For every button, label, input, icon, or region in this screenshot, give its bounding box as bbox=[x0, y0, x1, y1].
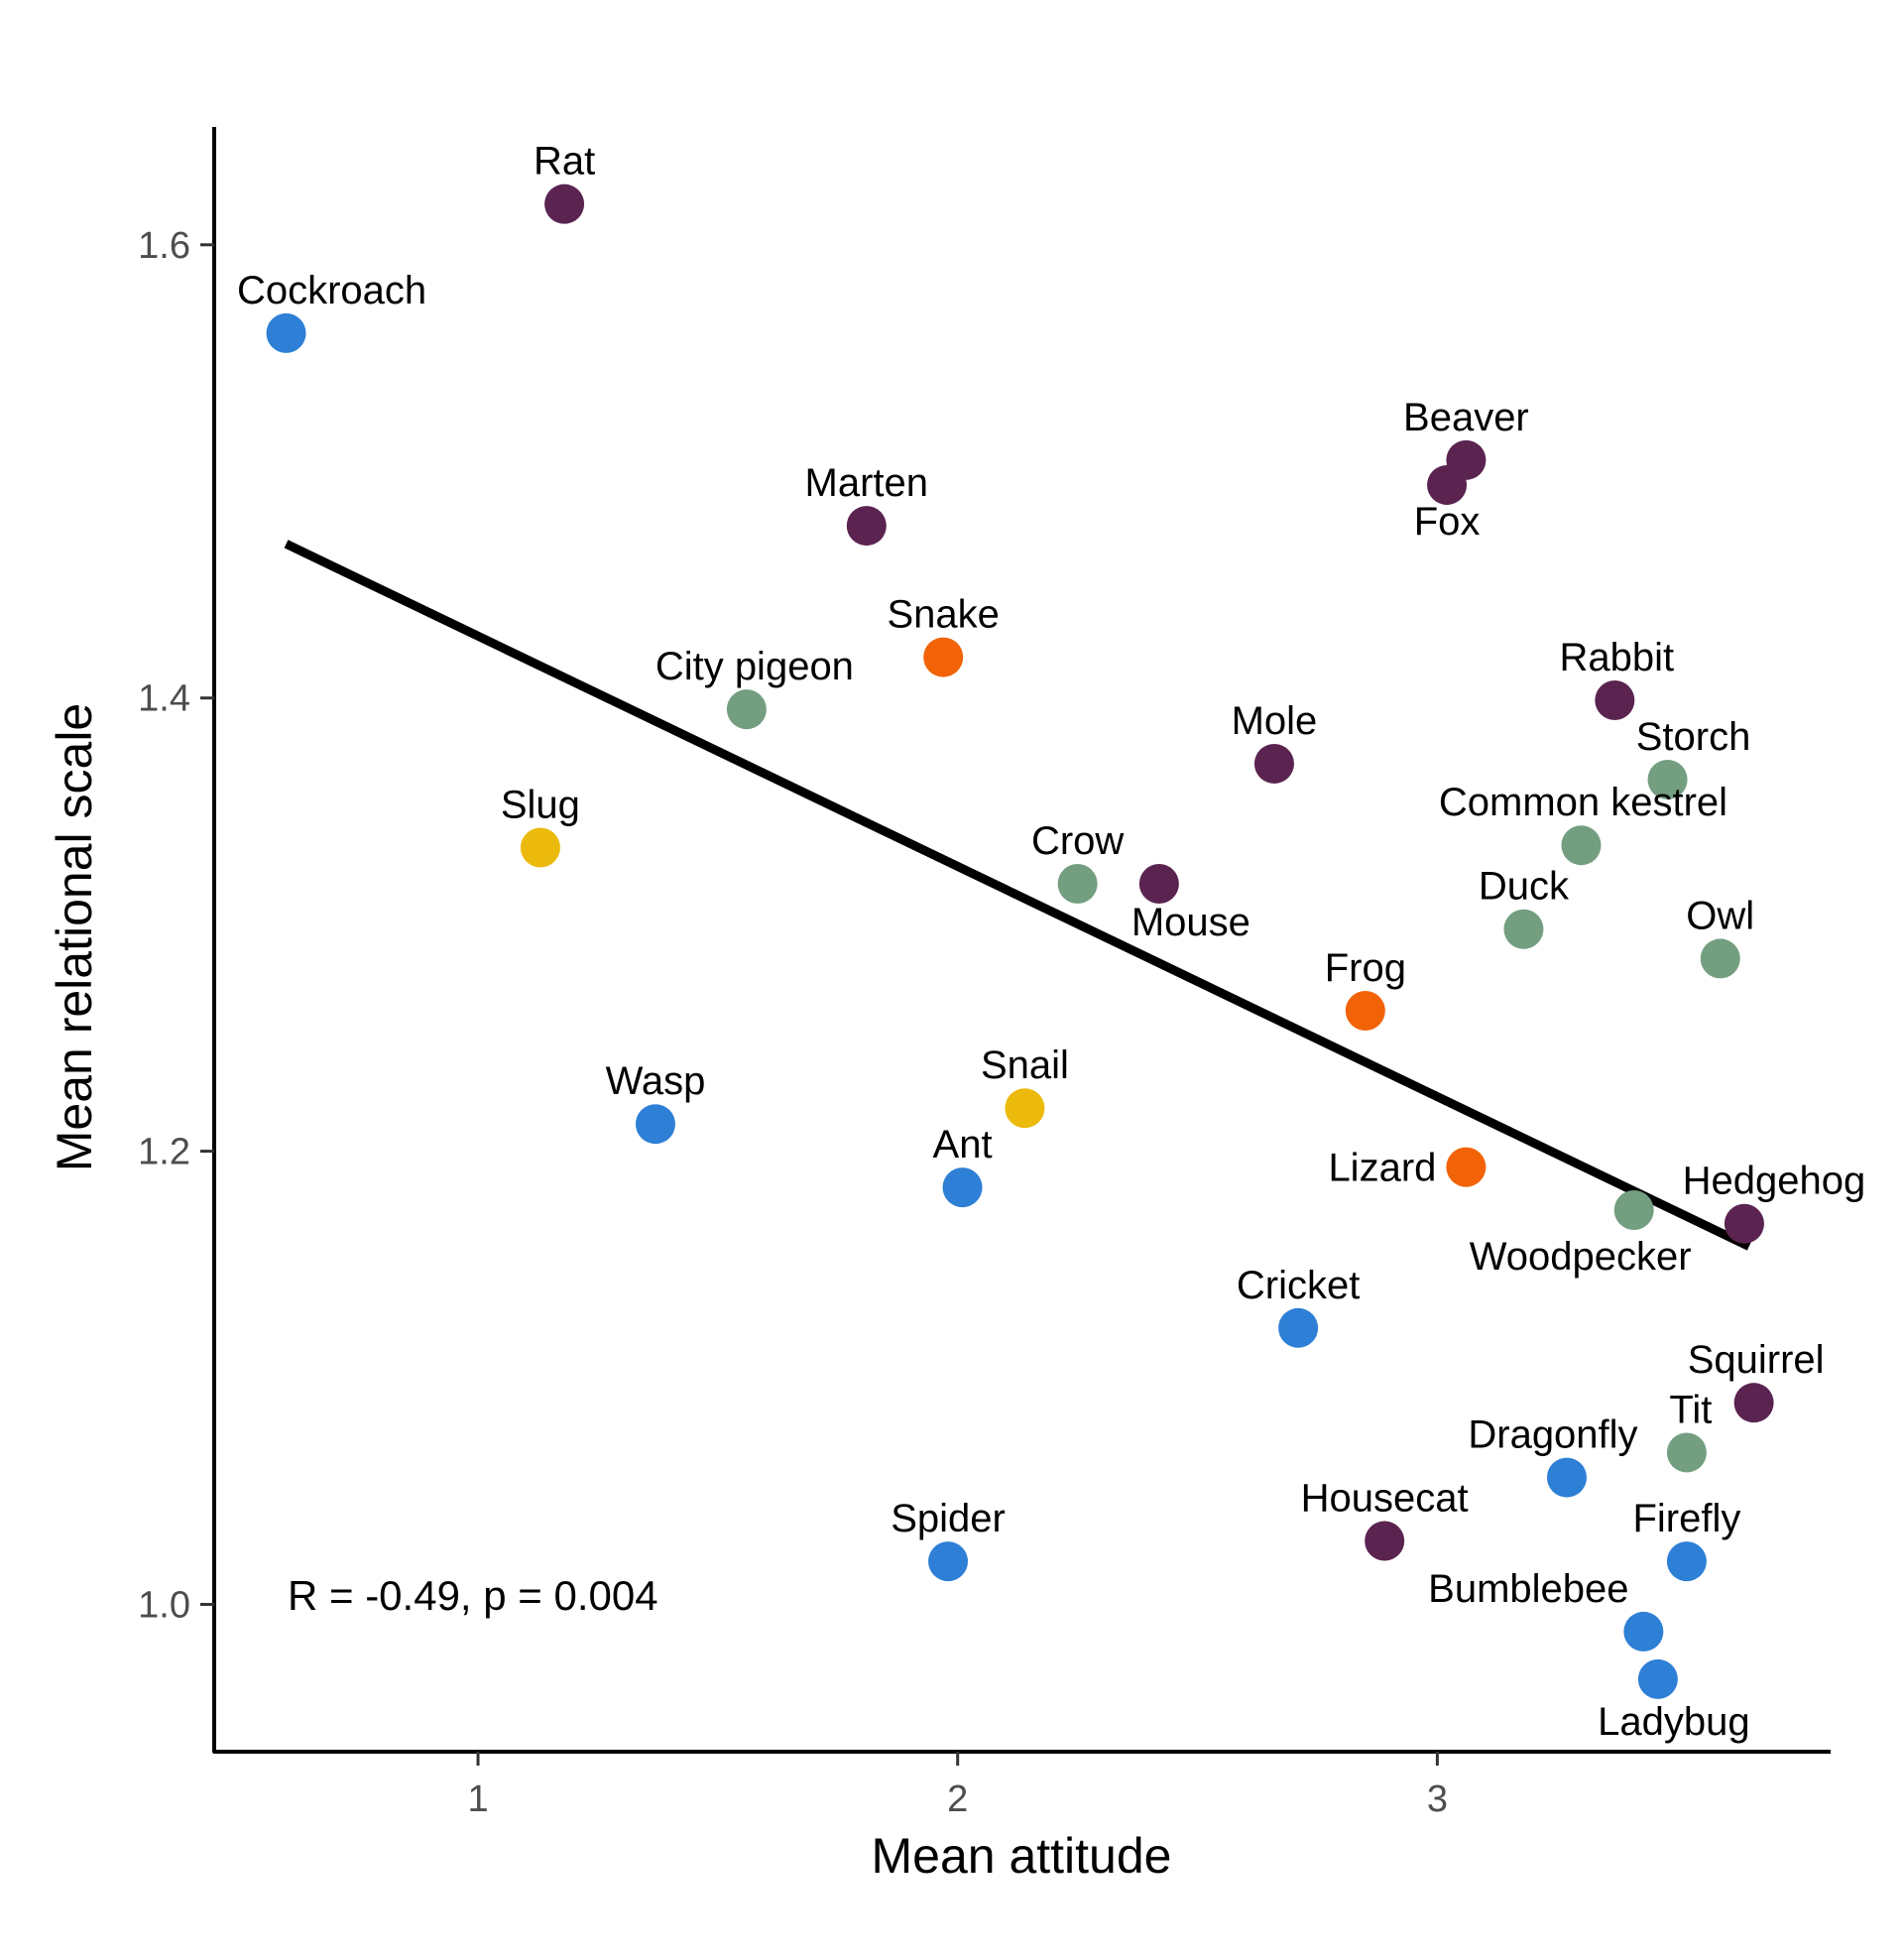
data-point bbox=[1345, 990, 1385, 1031]
point-label: Dragonfly bbox=[1468, 1413, 1637, 1457]
data-point bbox=[1724, 1203, 1764, 1244]
data-point bbox=[1503, 909, 1544, 949]
point-label: Frog bbox=[1325, 946, 1406, 990]
point-label: Snail bbox=[981, 1043, 1069, 1087]
point-label: Wasp bbox=[606, 1059, 706, 1103]
x-tick-label: 2 bbox=[947, 1778, 968, 1820]
data-point bbox=[1733, 1383, 1774, 1423]
point-label: Hedgehog bbox=[1683, 1160, 1866, 1203]
data-point bbox=[726, 689, 767, 730]
data-point bbox=[520, 827, 560, 868]
point-label: Rat bbox=[534, 140, 595, 184]
x-tick-label: 3 bbox=[1427, 1778, 1448, 1820]
data-point bbox=[1138, 864, 1179, 905]
x-axis-title: Mean attitude bbox=[872, 1828, 1172, 1884]
y-tick-label: 1.0 bbox=[138, 1585, 190, 1627]
data-point bbox=[846, 506, 887, 547]
point-label: Marten bbox=[805, 461, 929, 505]
data-point bbox=[1546, 1457, 1587, 1498]
data-point bbox=[266, 312, 306, 353]
point-label: Squirrel bbox=[1688, 1338, 1825, 1382]
data-point bbox=[1253, 743, 1294, 784]
axes: 1 2 3 1.0 1.2 1.4 1.6 bbox=[138, 127, 1831, 1820]
data-point bbox=[923, 637, 964, 677]
point-label: Spider bbox=[891, 1497, 1006, 1540]
data-point bbox=[1278, 1307, 1319, 1348]
point-label: Woodpecker bbox=[1470, 1235, 1692, 1279]
point-label: Cricket bbox=[1237, 1264, 1360, 1307]
data-point bbox=[1613, 1190, 1654, 1230]
data-point bbox=[1446, 1147, 1487, 1187]
point-label: Mouse bbox=[1131, 901, 1250, 944]
data-point bbox=[1561, 825, 1602, 866]
data-point bbox=[1666, 1541, 1707, 1582]
data-point bbox=[1595, 679, 1635, 720]
data-point bbox=[1700, 938, 1740, 979]
point-label: Mole bbox=[1232, 699, 1318, 743]
point-label: Snake bbox=[887, 593, 999, 637]
point-label: Crow bbox=[1031, 819, 1124, 863]
point-label: Bumblebee bbox=[1428, 1567, 1628, 1611]
data-point bbox=[942, 1167, 983, 1208]
y-tick-label: 1.2 bbox=[138, 1132, 190, 1173]
data-point bbox=[1057, 864, 1098, 905]
data-point bbox=[544, 184, 585, 224]
point-label: Cockroach bbox=[237, 269, 426, 312]
point-label: Ant bbox=[933, 1123, 993, 1166]
y-axis-title: Mean relational scale bbox=[47, 703, 102, 1172]
data-point bbox=[1365, 1521, 1405, 1561]
data-point bbox=[928, 1541, 969, 1582]
point-label: Housecat bbox=[1301, 1477, 1469, 1521]
point-label: Rabbit bbox=[1560, 636, 1675, 679]
point-label: City pigeon bbox=[655, 645, 854, 688]
y-tick-label: 1.6 bbox=[138, 225, 190, 267]
data-point bbox=[1666, 1432, 1707, 1473]
point-label: Owl bbox=[1686, 894, 1754, 937]
point-label: Slug bbox=[501, 783, 580, 826]
point-label: Fox bbox=[1414, 500, 1481, 544]
point-label: Duck bbox=[1479, 865, 1570, 909]
point-label: Beaver bbox=[1403, 396, 1529, 439]
point-label: Lizard bbox=[1328, 1147, 1436, 1190]
trend-line-layer bbox=[284, 540, 1751, 1251]
point-label: Common kestrel bbox=[1439, 781, 1727, 824]
correlation-annotation: R = -0.49, p = 0.004 bbox=[288, 1572, 658, 1619]
data-point bbox=[1647, 759, 1688, 799]
data-point bbox=[1005, 1088, 1045, 1129]
point-label: Firefly bbox=[1632, 1497, 1740, 1540]
points-layer bbox=[266, 184, 1774, 1699]
y-tick-label: 1.4 bbox=[138, 678, 190, 720]
data-point bbox=[1623, 1611, 1664, 1652]
point-label: Tit bbox=[1669, 1388, 1712, 1431]
data-point bbox=[1637, 1658, 1678, 1699]
trend-line bbox=[284, 540, 1751, 1251]
point-label: Ladybug bbox=[1598, 1700, 1749, 1744]
x-tick-label: 1 bbox=[467, 1778, 488, 1820]
data-point bbox=[1427, 464, 1468, 505]
point-label: Storch bbox=[1636, 715, 1751, 759]
point-labels-layer: Rat Cockroach Beaver Fox Marten Snake City pig… bbox=[237, 140, 1865, 1744]
data-point bbox=[635, 1104, 675, 1145]
